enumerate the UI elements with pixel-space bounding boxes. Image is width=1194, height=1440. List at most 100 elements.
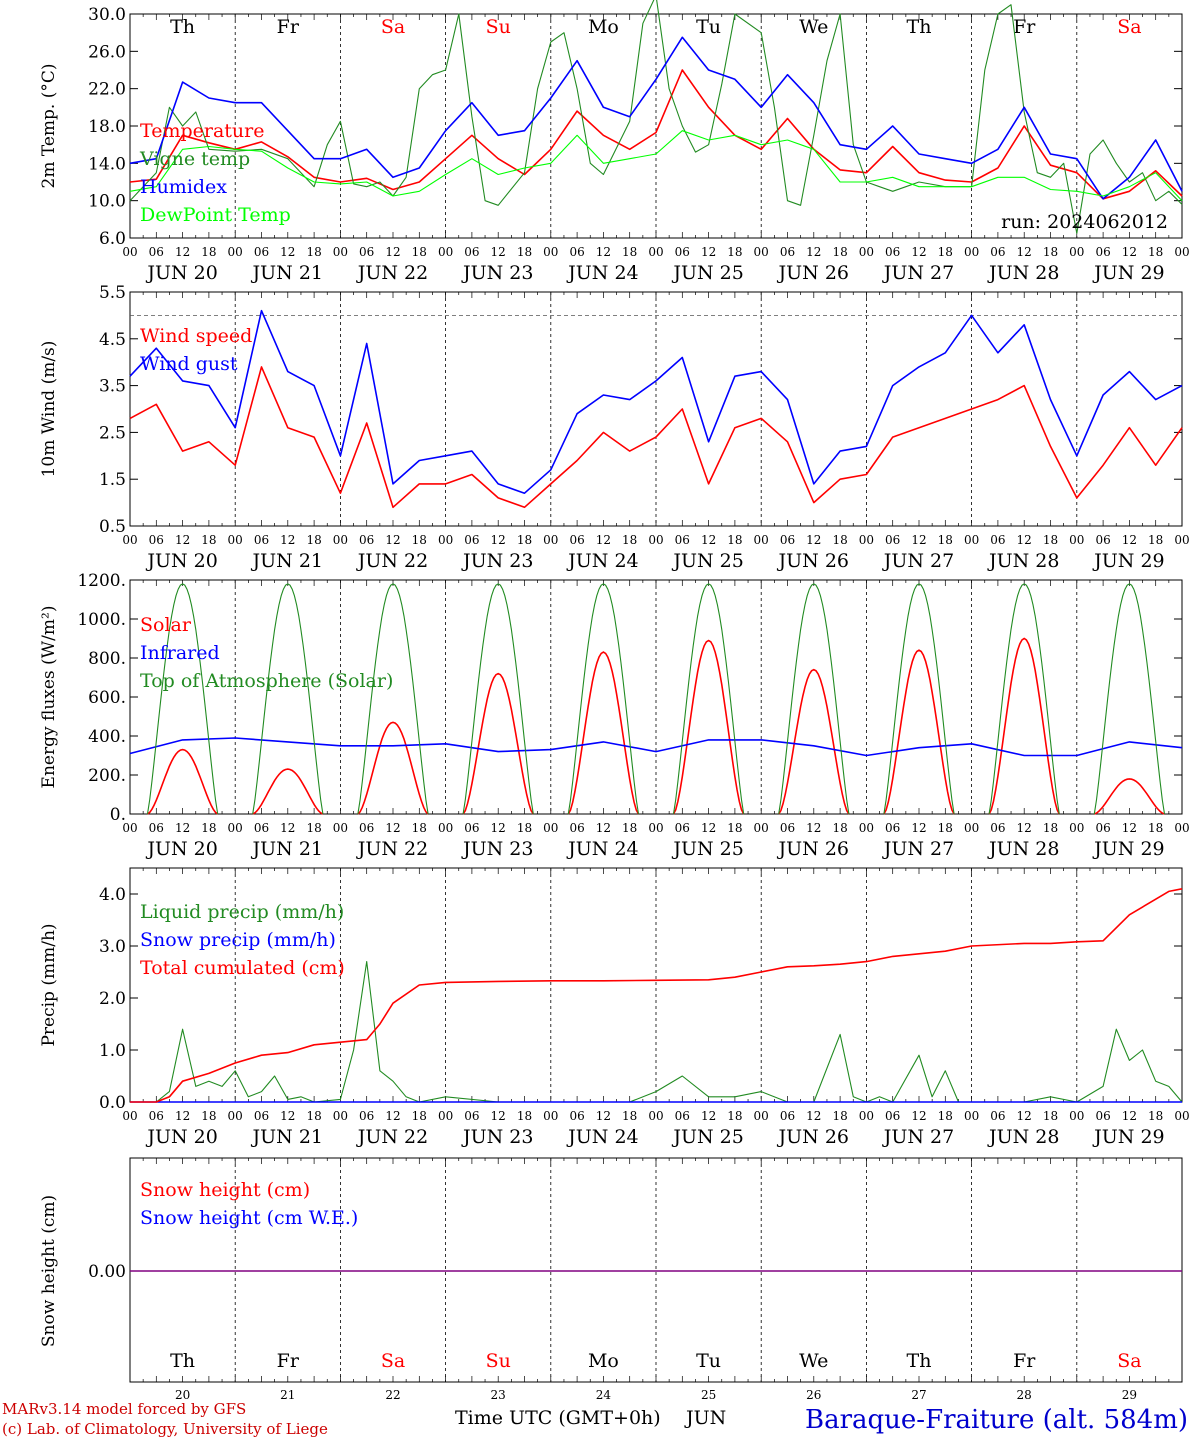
hour-tick-label: 18	[412, 245, 427, 259]
date-label: JUN 20	[145, 262, 217, 284]
y-axis-label: 2m Temp. (°C)	[39, 63, 59, 188]
hour-ticks	[129, 868, 1183, 1102]
weekday-label: Su	[486, 16, 511, 38]
series-dewpoint-temp	[129, 130, 1183, 202]
hour-tick-label: 00	[438, 245, 453, 259]
date-label: JUN 29	[1092, 550, 1164, 572]
day-number-label: 27	[911, 1388, 926, 1402]
hour-tick-label: 06	[569, 245, 584, 259]
series-solar	[147, 637, 1165, 815]
y-tick-label: 0.	[110, 805, 126, 825]
hour-tick-label: 18	[306, 245, 321, 259]
weekday-label: Sa	[381, 16, 405, 38]
date-label: JUN 24	[566, 262, 638, 284]
hour-tick-label: 12	[491, 245, 506, 259]
hour-tick-label: 00	[1069, 1109, 1084, 1123]
hour-tick-label: 06	[149, 245, 164, 259]
hour-tick-label: 00	[333, 821, 348, 835]
hour-tick-label: 00	[754, 821, 769, 835]
weekday-label: We	[799, 1350, 828, 1372]
hour-tick-label: 18	[201, 245, 216, 259]
weekday-label: Th	[907, 1350, 932, 1372]
hour-tick-label: 12	[596, 821, 611, 835]
y-tick-label: 5.5	[99, 283, 126, 303]
series-wind-gust	[129, 309, 1183, 494]
weekday-label: Sa	[381, 1350, 405, 1372]
run-label: run: 2024062012	[1001, 211, 1168, 233]
date-label: JUN 26	[777, 262, 849, 284]
date-label: JUN 21	[251, 838, 323, 860]
panel-5: 0.00 Snow height (cm) Snow height (cm) Snow…	[39, 1157, 1183, 1402]
hour-tick-label: 06	[359, 1109, 374, 1123]
hour-tick-label: 06	[885, 1109, 900, 1123]
hour-tick-label: 06	[990, 1109, 1005, 1123]
hour-tick-label: 12	[280, 533, 295, 547]
date-label: JUN 26	[777, 838, 849, 860]
hour-tick-label: 18	[832, 533, 847, 547]
hour-tick-label: 18	[517, 245, 532, 259]
hour-tick-label: 00	[648, 245, 663, 259]
hour-tick-label: 06	[464, 1109, 479, 1123]
date-label: JUN 28	[987, 838, 1059, 860]
y-tick-label: 2.0	[99, 989, 126, 1009]
panel-4: 0.0 1.0 2.0 3.0 4.0 Precip (mm/h) Liquid preci…	[39, 867, 1190, 1148]
hour-tick-label: 12	[175, 821, 190, 835]
y-tick-label: 3.0	[99, 937, 126, 957]
hour-tick-label: 18	[938, 821, 953, 835]
weekday-label: Su	[486, 1350, 511, 1372]
hour-tick-label: 12	[911, 533, 926, 547]
legend-entry: Wind gust	[140, 353, 238, 375]
series-infrared	[129, 737, 1183, 757]
hour-tick-label: 06	[359, 245, 374, 259]
hour-tick-label: 18	[201, 821, 216, 835]
series-humidex	[129, 36, 1183, 200]
hour-tick-label: 06	[780, 1109, 795, 1123]
hour-tick-label: 00	[228, 245, 243, 259]
weekday-label: Th	[907, 16, 932, 38]
hour-tick-label: 12	[1122, 821, 1137, 835]
hour-tick-label: 06	[464, 533, 479, 547]
hour-tick-label: 12	[596, 533, 611, 547]
date-label: JUN 24	[566, 1126, 638, 1148]
date-label: JUN 23	[461, 550, 533, 572]
hour-tick-label: 18	[1043, 821, 1058, 835]
hour-tick-label: 00	[543, 821, 558, 835]
hour-tick-label: 12	[1017, 533, 1032, 547]
legend-entry: Total cumulated (cm)	[140, 957, 345, 979]
weekday-label: Th	[170, 1350, 195, 1372]
y-tick-label: 3.5	[99, 377, 126, 397]
hour-tick-label: 12	[806, 821, 821, 835]
hour-tick-label: 12	[175, 245, 190, 259]
y-tick-label: 0.0	[99, 1093, 126, 1113]
hour-tick-label: 12	[385, 821, 400, 835]
legend-entry: Temperature	[140, 120, 264, 142]
y-tick-label: 22.0	[88, 80, 126, 100]
date-label: JUN 25	[671, 262, 743, 284]
hour-tick-label: 06	[780, 533, 795, 547]
hour-tick-label: 12	[806, 245, 821, 259]
hour-tick-label: 12	[1017, 1109, 1032, 1123]
hour-tick-label: 18	[1043, 533, 1058, 547]
day-number-label: 26	[806, 1388, 821, 1402]
hour-tick-label: 00	[333, 533, 348, 547]
hour-tick-label: 18	[412, 533, 427, 547]
date-label: JUN 21	[251, 1126, 323, 1148]
hour-tick-label: 00	[964, 533, 979, 547]
y-tick-label: 800.	[88, 649, 126, 669]
date-label: JUN 25	[671, 550, 743, 572]
date-label: JUN 23	[461, 262, 533, 284]
hour-tick-label: 18	[412, 1109, 427, 1123]
hour-tick-label: 00	[1174, 1109, 1189, 1123]
weekday-label: Mo	[588, 16, 619, 38]
hour-tick-label: 00	[122, 533, 137, 547]
hour-tick-label: 00	[1174, 533, 1189, 547]
hour-tick-label: 00	[438, 533, 453, 547]
y-tick-label: 0.5	[99, 517, 126, 537]
hour-tick-label: 00	[122, 245, 137, 259]
hour-tick-label: 00	[859, 533, 874, 547]
hour-tick-label: 06	[569, 821, 584, 835]
y-axis-label: Energy fluxes (W/m²)	[39, 606, 59, 789]
y-tick-label: 1.5	[99, 470, 126, 490]
hour-tick-label: 18	[938, 245, 953, 259]
legend-entry: Infrared	[140, 642, 220, 664]
